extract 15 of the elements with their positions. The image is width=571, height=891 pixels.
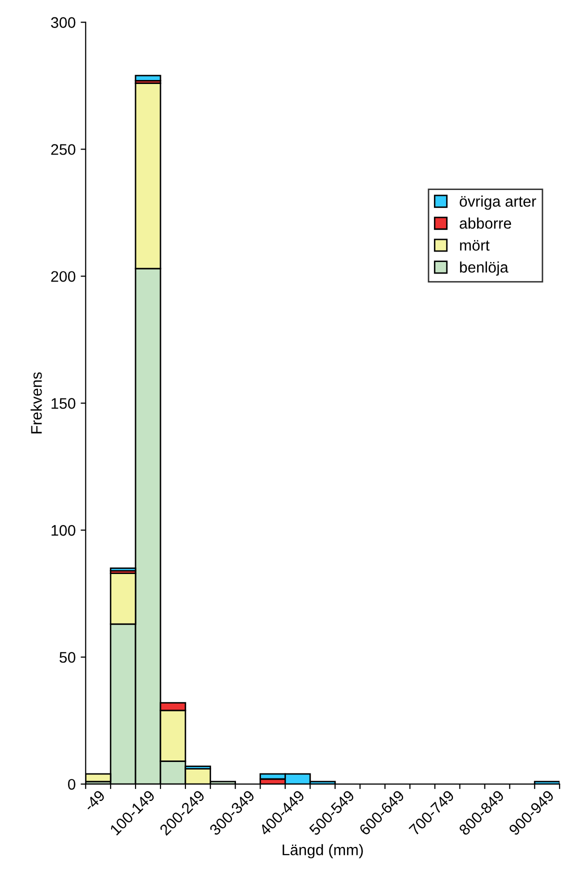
legend-label: abborre xyxy=(460,218,512,229)
y-tick-label: 300 xyxy=(51,17,76,28)
y-tick-label: 0 xyxy=(68,778,76,790)
y-tick-label: 100 xyxy=(52,525,76,536)
legend-label: benlöja xyxy=(460,261,508,276)
y-axis-title: Frekvens xyxy=(30,372,42,434)
y-tick-label: 50 xyxy=(60,652,76,663)
y-tick-label: 250 xyxy=(51,144,76,155)
legend-label: mört xyxy=(460,240,490,251)
bar xyxy=(134,74,162,82)
x-axis-title: Längd (mm) xyxy=(282,844,363,858)
x-tick-label: -49 xyxy=(83,790,106,812)
y-tick-label: 150 xyxy=(52,398,76,409)
legend-label: övriga arter xyxy=(460,196,536,210)
y-tick-label: 200 xyxy=(51,271,76,282)
